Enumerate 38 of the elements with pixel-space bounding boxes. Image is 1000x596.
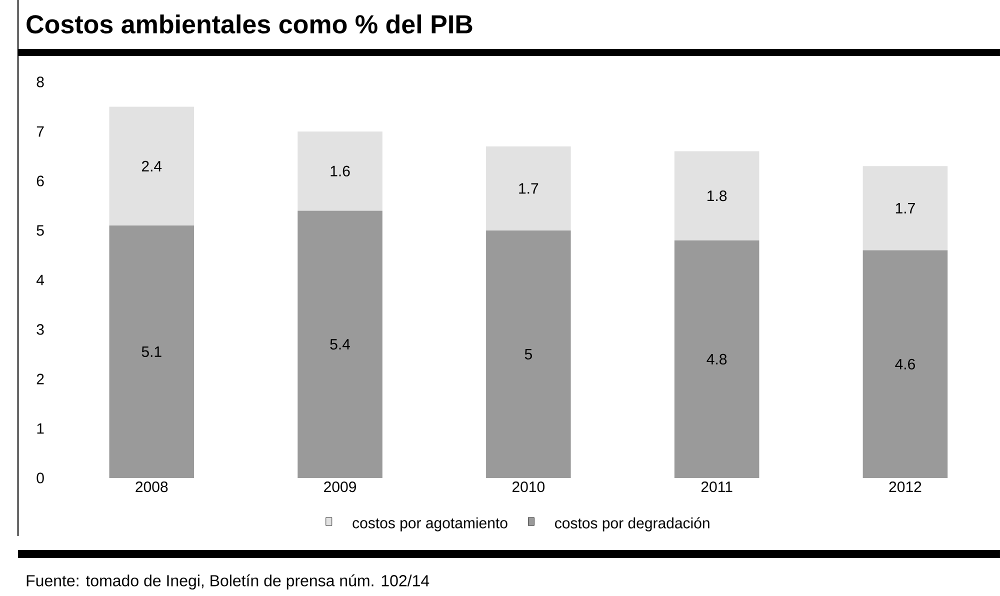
y-tick-label: 2 [36, 374, 44, 384]
data-label: 2.4 [142, 160, 162, 172]
data-label: 4.6 [895, 358, 915, 370]
data-label: 1.7 [896, 203, 915, 214]
data-label: 4.8 [706, 354, 727, 364]
y-tick-label: 0 [36, 472, 44, 484]
data-label: 5.4 [330, 339, 350, 350]
legend-label: costos por degradación [555, 517, 710, 532]
x-tick-label: 2012 [889, 482, 922, 492]
y-tick-label: 4 [36, 274, 44, 286]
bar [109, 106, 194, 226]
bar [486, 146, 571, 230]
x-tick-label: 2011 [701, 482, 732, 492]
chart-title: Costos ambientales como % del PIB [26, 14, 472, 34]
bar [862, 250, 948, 478]
bar [298, 131, 382, 211]
data-label: 1.8 [708, 190, 727, 202]
y-tick-label: 8 [36, 76, 44, 88]
y-tick-label: 6 [36, 176, 44, 186]
bar [298, 210, 382, 478]
source-note: Fuente: tomado de Inegi, Boletín de prensa núm. 102/14 [26, 574, 430, 590]
data-label: 1.7 [519, 183, 538, 194]
data-label: 1.6 [330, 166, 350, 176]
data-label: 5 [524, 349, 532, 360]
x-tick-label: 2010 [512, 482, 545, 492]
y-tick-label: 1 [37, 423, 44, 434]
x-tick-label: 2009 [324, 482, 356, 492]
bar [486, 230, 571, 478]
y-tick-label: 5 [36, 225, 44, 236]
x-tick-label: 2008 [136, 482, 168, 492]
data-label: 5.1 [142, 346, 162, 357]
legend-label: costos por agotamiento [352, 517, 508, 532]
y-tick-label: 7 [36, 126, 44, 137]
bar [109, 226, 194, 478]
y-tick-label: 3 [36, 324, 44, 335]
bar [674, 240, 760, 478]
bar [862, 166, 948, 250]
bar [674, 151, 760, 240]
